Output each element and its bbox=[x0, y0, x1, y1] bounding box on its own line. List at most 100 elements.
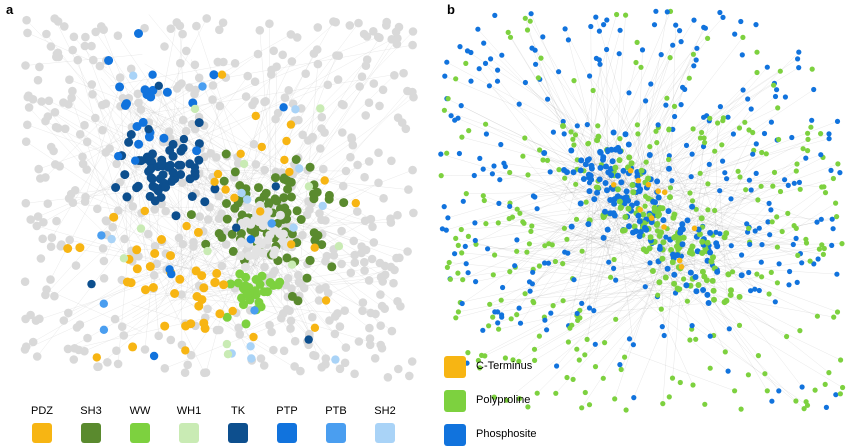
network-node bbox=[445, 215, 451, 221]
network-node bbox=[294, 115, 303, 125]
network-node bbox=[78, 159, 88, 169]
network-node bbox=[483, 221, 489, 227]
network-node bbox=[492, 252, 498, 258]
network-edge bbox=[494, 254, 629, 283]
network-node bbox=[655, 210, 662, 217]
legend-item-sh2: SH2 bbox=[361, 404, 409, 443]
network-node bbox=[782, 94, 788, 100]
network-node bbox=[517, 320, 524, 326]
network-node bbox=[560, 123, 566, 129]
network-node bbox=[805, 148, 811, 154]
network-node bbox=[774, 87, 780, 93]
network-node bbox=[637, 186, 644, 193]
network-node bbox=[81, 192, 90, 202]
network-node bbox=[286, 30, 296, 39]
network-node bbox=[59, 98, 68, 107]
network-edge bbox=[539, 79, 607, 179]
network-edge bbox=[36, 225, 256, 289]
network-node bbox=[200, 368, 209, 378]
network-node bbox=[80, 41, 90, 51]
network-edge bbox=[503, 163, 650, 187]
network-node bbox=[377, 301, 387, 311]
network-node bbox=[199, 283, 209, 293]
network-node bbox=[643, 248, 650, 255]
network-node bbox=[675, 286, 682, 293]
network-edge bbox=[85, 85, 121, 198]
network-node bbox=[600, 375, 606, 381]
network-node bbox=[588, 162, 595, 169]
network-node bbox=[353, 160, 362, 170]
network-node bbox=[333, 75, 343, 84]
network-node bbox=[796, 49, 802, 55]
network-node bbox=[322, 251, 332, 261]
network-node bbox=[744, 221, 750, 227]
network-node bbox=[91, 27, 100, 37]
network-node bbox=[752, 228, 758, 234]
network-edge bbox=[537, 260, 670, 394]
network-node bbox=[495, 309, 501, 315]
network-node bbox=[452, 117, 458, 123]
network-edge bbox=[596, 58, 665, 216]
network-node bbox=[98, 244, 108, 253]
network-node bbox=[251, 160, 261, 169]
network-node bbox=[192, 146, 202, 156]
network-node bbox=[570, 136, 576, 142]
network-node bbox=[795, 252, 801, 258]
network-edge bbox=[259, 30, 273, 187]
network-edge bbox=[569, 259, 697, 329]
network-edge bbox=[649, 194, 748, 233]
network-node bbox=[263, 200, 273, 209]
network-node bbox=[604, 226, 611, 233]
network-node bbox=[254, 183, 263, 193]
network-node bbox=[386, 218, 396, 227]
network-node bbox=[495, 220, 501, 226]
network-node bbox=[68, 86, 77, 96]
network-node bbox=[174, 233, 184, 243]
network-node bbox=[340, 306, 350, 316]
network-node bbox=[602, 340, 608, 346]
network-node bbox=[309, 189, 318, 199]
network-node bbox=[603, 163, 609, 170]
network-edge bbox=[666, 248, 838, 313]
network-node bbox=[321, 296, 331, 305]
network-node bbox=[690, 382, 696, 388]
network-node bbox=[217, 209, 226, 218]
network-node bbox=[797, 186, 803, 192]
network-edge bbox=[614, 252, 664, 399]
network-node bbox=[341, 343, 351, 352]
network-node bbox=[500, 284, 506, 291]
network-node bbox=[582, 389, 588, 396]
network-node bbox=[111, 183, 121, 192]
network-node bbox=[508, 316, 514, 322]
network-node bbox=[234, 323, 243, 333]
network-node bbox=[637, 206, 643, 213]
network-edge bbox=[658, 132, 702, 272]
network-edge bbox=[573, 59, 697, 200]
network-node bbox=[475, 357, 481, 364]
network-node bbox=[670, 214, 677, 221]
network-node bbox=[671, 103, 678, 109]
network-node bbox=[834, 271, 840, 277]
legend-item-phosphosite: Phosphosite bbox=[444, 424, 604, 448]
network-node bbox=[36, 174, 45, 183]
network-node bbox=[717, 188, 723, 194]
network-node bbox=[531, 346, 538, 352]
network-node bbox=[629, 182, 636, 188]
network-node bbox=[228, 306, 237, 316]
network-node bbox=[618, 179, 625, 186]
network-node bbox=[284, 86, 294, 95]
legend-item-ptp: PTP bbox=[263, 404, 311, 443]
network-node bbox=[170, 289, 180, 298]
network-node bbox=[75, 130, 85, 139]
network-node bbox=[805, 130, 811, 136]
network-node bbox=[554, 363, 560, 369]
network-node bbox=[826, 370, 832, 376]
network-node bbox=[579, 405, 585, 411]
network-node bbox=[655, 188, 661, 194]
network-node bbox=[839, 241, 845, 247]
network-node bbox=[745, 96, 751, 102]
legend-swatch bbox=[375, 423, 395, 443]
network-node bbox=[256, 354, 266, 363]
network-node bbox=[601, 22, 607, 28]
network-node bbox=[286, 324, 295, 333]
